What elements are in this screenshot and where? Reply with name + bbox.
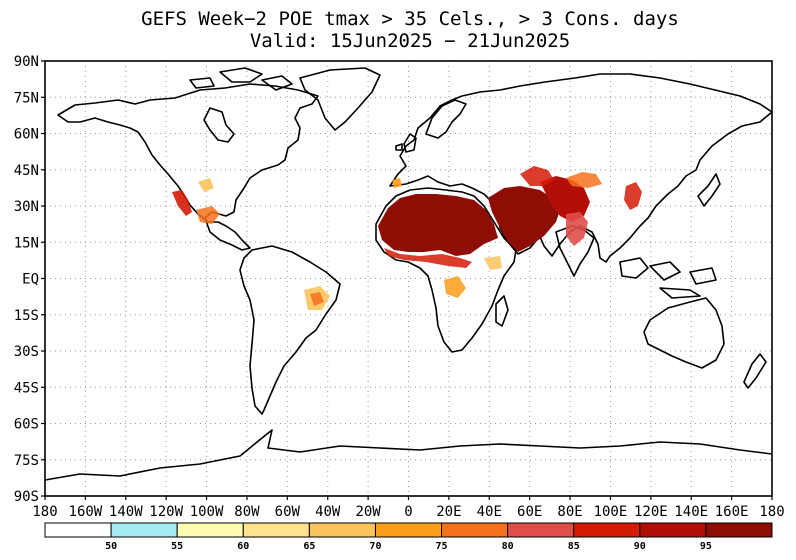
lat-tick-label: 75S (14, 453, 39, 469)
colorbar: 50 55 60 65 70 75 80 85 90 95 (44, 522, 773, 552)
colorbar-label: 70 (369, 541, 381, 552)
colorbar-swatch (507, 522, 575, 538)
colorbar-swatch (44, 522, 112, 538)
lon-tick-label: 40E (477, 504, 502, 520)
greenland-outline (299, 67, 381, 131)
lon-tick-label: 80E (557, 504, 582, 520)
colorbar-label: 80 (502, 541, 514, 552)
shading-north-africa (378, 194, 498, 256)
lon-tick-label: 180 (759, 504, 784, 520)
lat-tick-label: 15N (14, 235, 39, 251)
lat-tick-label: 15S (14, 308, 39, 324)
shading-iran-pakistan (540, 176, 590, 222)
lat-tick-label: 60N (14, 127, 39, 143)
colorbar-swatch (242, 522, 310, 538)
lat-tick-label: 30N (14, 199, 39, 215)
map-title-line2: Valid: 15Jun2025 − 21Jun2025 (250, 30, 570, 52)
lon-tick-label: 160E (715, 504, 749, 520)
shading-texas (196, 206, 220, 224)
shading-arabia (488, 186, 560, 252)
lon-tick-label: 160W (69, 504, 103, 520)
colorbar-label: 60 (237, 541, 249, 552)
new-zealand-outline (743, 353, 767, 389)
colorbar-label: 85 (568, 541, 580, 552)
poe-shading (172, 166, 642, 310)
lat-tick-label: 75N (14, 90, 39, 106)
shading-us-plains (198, 178, 214, 192)
colorbar-swatch (374, 522, 443, 538)
shading-kazakh-patch (566, 172, 602, 188)
lat-tick-label: 45S (14, 380, 39, 396)
latitude-labels: 90N 75N 60N 45N 30N 15N EQ 15S 30S 45S 60S 75S 90S (14, 54, 45, 505)
lon-tick-label: 120W (149, 504, 183, 520)
lat-tick-label: 90N (14, 54, 39, 70)
colorbar-label: 90 (634, 541, 646, 552)
lon-tick-label: 20W (355, 504, 381, 520)
australia-outline (643, 297, 725, 369)
shading-brazil-core (310, 292, 324, 306)
longitude-labels: 180 160W 140W 120W 100W 80W 60W 40W 20W 0 20E 40E 60… (32, 496, 785, 520)
colorbar-swatch (705, 522, 773, 538)
shading-us-southwest (172, 190, 192, 216)
africa-outline (375, 187, 517, 353)
lat-tick-label: 60S (14, 417, 39, 433)
lon-tick-label: 20E (436, 504, 461, 520)
lon-tick-label: 40W (315, 504, 341, 520)
lon-tick-label: 100E (594, 504, 628, 520)
shading-central-asia (520, 166, 554, 186)
indonesia-outline (619, 257, 717, 299)
lon-tick-label: 140E (674, 504, 708, 520)
colorbar-swatch (573, 522, 641, 538)
map-title-line1: GEFS Week−2 POE tmax > 35 Cels., > 3 Con… (141, 8, 679, 30)
shading-sahel-edge (384, 248, 472, 268)
hudson-bay-outline (203, 107, 235, 143)
scandinavia-outline (425, 99, 467, 139)
lat-tick-label: 90S (14, 489, 39, 505)
lat-tick-label: EQ (22, 272, 39, 288)
colorbar-swatch (441, 522, 509, 538)
colorbar-swatch (639, 522, 707, 538)
graticule (45, 61, 772, 496)
colorbar-label: 55 (171, 541, 183, 552)
colorbar-label: 75 (436, 541, 448, 552)
lon-tick-label: 140W (109, 504, 143, 520)
coastlines (44, 67, 773, 481)
lon-tick-label: 80W (234, 504, 260, 520)
colorbar-swatch (308, 522, 376, 538)
colorbar-label: 65 (303, 541, 315, 552)
shading-horn (484, 256, 502, 270)
japan-outline (697, 173, 721, 207)
lat-tick-label: 45N (14, 163, 39, 179)
madagascar-outline (495, 295, 509, 327)
lon-tick-label: 180 (32, 504, 57, 520)
lon-tick-label: 0 (404, 504, 412, 520)
arctic-islands-outline (189, 67, 293, 91)
lon-tick-label: 60E (517, 504, 542, 520)
colorbar-swatch (176, 522, 244, 538)
lon-tick-label: 100W (190, 504, 224, 520)
lat-tick-label: 30S (14, 344, 39, 360)
antarctica-outline (44, 429, 773, 481)
colorbar-swatch (110, 522, 178, 538)
british-isles-outline (395, 133, 417, 153)
lon-tick-label: 120E (634, 504, 668, 520)
colorbar-label: 95 (700, 541, 712, 552)
map-area (44, 60, 773, 497)
shading-iberia (392, 178, 402, 188)
lon-tick-label: 60W (275, 504, 301, 520)
shading-china (624, 182, 642, 210)
shading-indus (566, 212, 588, 246)
south-america-outline (239, 245, 341, 415)
colorbar-label: 50 (105, 541, 117, 552)
shading-central-africa (444, 276, 466, 298)
